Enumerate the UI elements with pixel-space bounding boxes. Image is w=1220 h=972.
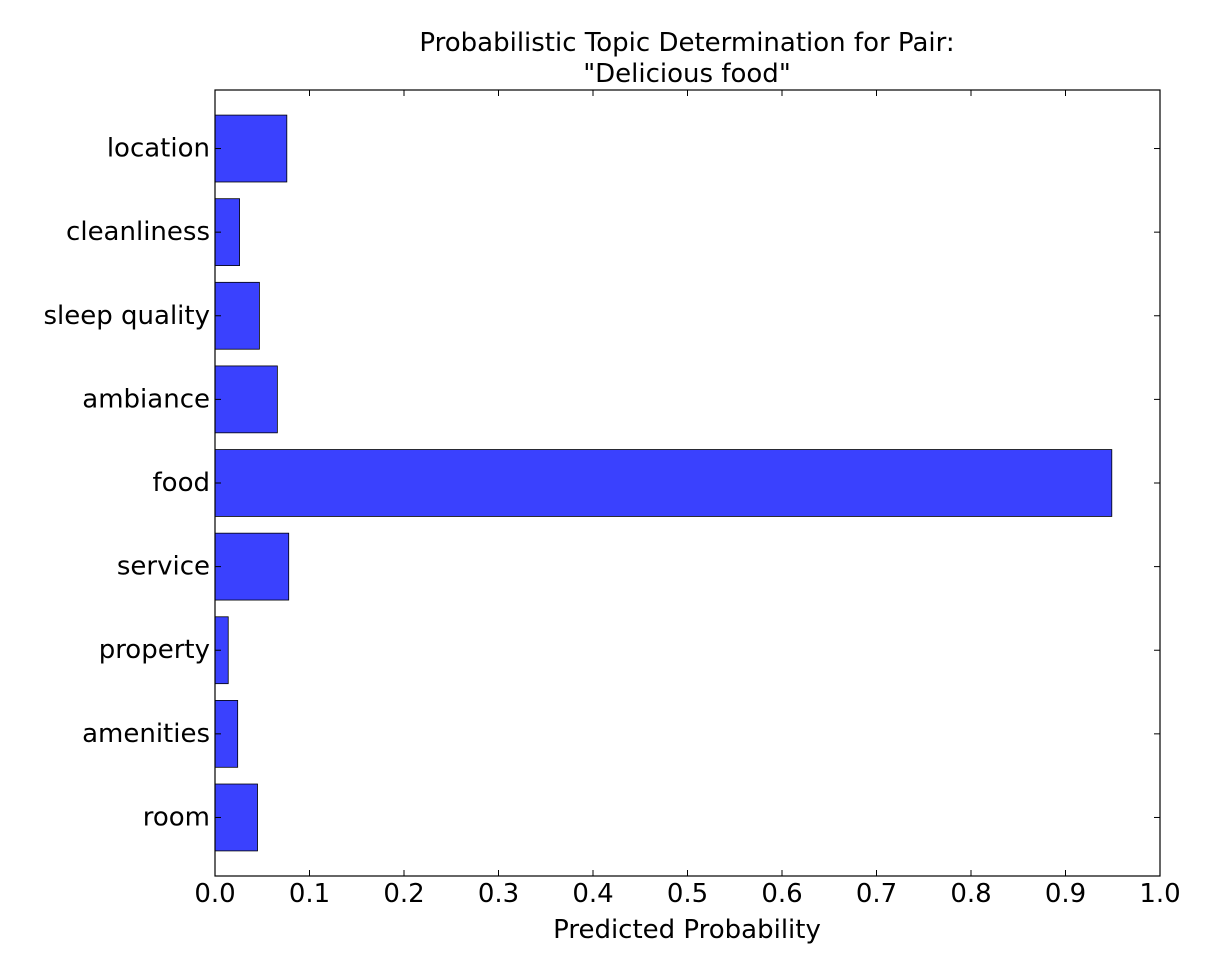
y-tick-label-sleep-quality: sleep quality	[44, 301, 210, 331]
bar-sleep-quality	[214, 281, 260, 350]
y-tick-label-amenities: amenities	[82, 719, 210, 749]
x-tick-label-9: 0.9	[1045, 879, 1086, 909]
x-tick-label-2: 0.2	[383, 879, 424, 909]
plot-area-frame	[214, 89, 1161, 877]
x-tick-label-3: 0.3	[478, 879, 519, 909]
x-tick-label-7: 0.7	[856, 879, 897, 909]
y-tick-label-ambiance: ambiance	[82, 384, 210, 414]
x-tick-labels: 0.0 0.1 0.2 0.3 0.4 0.5 0.6 0.7 0.8 0.9 1.0	[194, 879, 1180, 909]
x-tick-label-0: 0.0	[194, 879, 235, 909]
bar-location	[214, 114, 288, 183]
y-tick-labels: room amenities property service food ambiance…	[44, 134, 210, 833]
y-tick-label-cleanliness: cleanliness	[66, 217, 210, 247]
y-tick-label-food: food	[153, 468, 210, 498]
x-tick-label-1: 0.1	[289, 879, 330, 909]
bar-ambiance	[214, 365, 278, 434]
x-tick-label-6: 0.6	[761, 879, 802, 909]
bar-room	[214, 783, 258, 852]
x-tick-label-8: 0.8	[950, 879, 991, 909]
x-tick-label-10: 1.0	[1139, 879, 1180, 909]
x-tick-label-5: 0.5	[667, 879, 708, 909]
y-tick-label-location: location	[107, 134, 210, 164]
ticks-layer	[214, 90, 1161, 876]
bar-service	[214, 532, 290, 601]
x-axis-label: Predicted Probability	[553, 915, 821, 945]
bars-layer	[214, 114, 1113, 852]
chart-title-line-2: "Delicious food"	[583, 59, 791, 89]
y-tick-label-property: property	[99, 635, 210, 665]
bar-food	[214, 449, 1113, 517]
chart-title-line-1: Probabilistic Topic Determination for Pa…	[419, 28, 954, 58]
x-tick-label-4: 0.4	[572, 879, 613, 909]
y-tick-label-service: service	[117, 552, 210, 582]
y-tick-label-room: room	[143, 802, 210, 832]
